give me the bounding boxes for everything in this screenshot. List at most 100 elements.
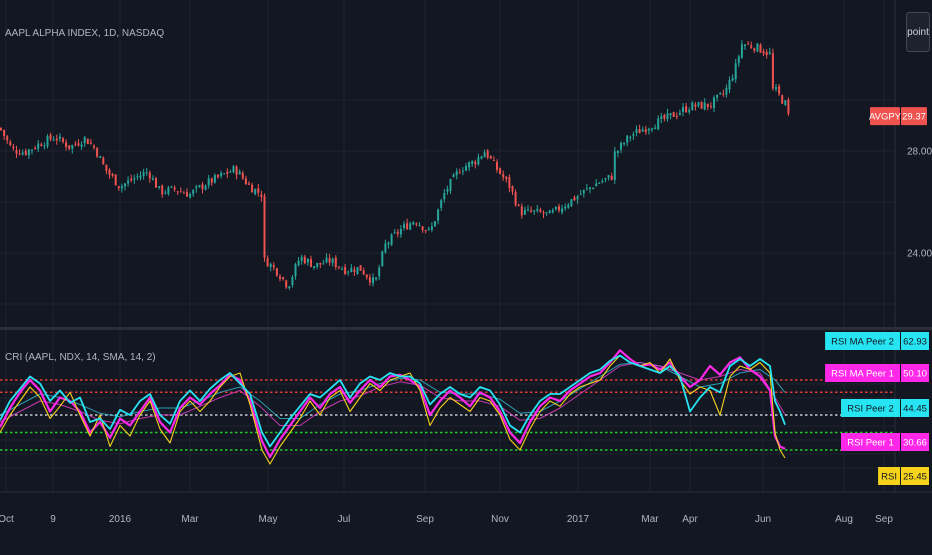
candle-body: [496, 161, 498, 170]
candle-body: [412, 222, 415, 225]
candle-body: [647, 128, 650, 131]
candle-body: [771, 53, 774, 89]
candle-body: [319, 262, 322, 265]
candle-body: [275, 268, 278, 276]
candle-body: [167, 187, 170, 194]
candle-body: [68, 145, 71, 149]
candle-body: [567, 204, 570, 208]
candle-body: [623, 143, 626, 145]
candle-body: [390, 234, 393, 245]
candle-body: [421, 226, 424, 231]
time-tick-label: Nov: [491, 514, 509, 525]
candle-body: [279, 276, 281, 279]
candle-body: [589, 187, 591, 190]
candle-body: [610, 176, 613, 180]
candle-body: [139, 175, 142, 178]
candle-body: [31, 149, 33, 151]
candle-body: [93, 145, 95, 148]
candle-body: [182, 192, 185, 194]
indicator-label-value-bg: [901, 364, 929, 382]
candle-body: [480, 156, 483, 159]
candle-body: [418, 225, 421, 227]
indicator-label-value: 44.45: [903, 404, 927, 415]
candle-body: [65, 142, 68, 148]
candle-body: [207, 178, 210, 186]
candle-body: [753, 48, 756, 51]
time-tick-label: 2017: [567, 514, 590, 525]
candle-body: [533, 210, 536, 212]
candle-body: [607, 175, 610, 178]
candle-body: [387, 242, 390, 245]
candle-body: [6, 136, 9, 141]
candle-body: [759, 44, 762, 53]
candle-body: [703, 102, 706, 110]
candle-body: [579, 194, 582, 196]
candle-body: [663, 114, 666, 119]
candle-body: [632, 134, 635, 136]
point-button[interactable]: point: [906, 12, 930, 52]
candle-body: [310, 259, 312, 267]
candle-body: [403, 224, 405, 228]
candle-body: [353, 269, 356, 273]
candle-body: [523, 209, 526, 215]
candle-body: [477, 157, 480, 165]
candle-body: [697, 102, 700, 106]
candle-body: [133, 178, 136, 180]
candle-body: [455, 171, 458, 176]
candle-body: [747, 43, 750, 45]
candle-body: [316, 262, 319, 267]
price-candles: [0, 40, 790, 290]
candle-body: [55, 138, 58, 141]
candle-body: [210, 178, 213, 183]
candle-body: [158, 186, 161, 188]
candle-body: [248, 183, 250, 185]
candle-body: [43, 145, 46, 147]
indicator-label-name: RSI Peer 1: [847, 438, 893, 449]
candle-body: [223, 173, 226, 175]
price-tick-label: 24.00: [907, 249, 932, 260]
candle-body: [499, 168, 502, 174]
candle-body: [517, 204, 520, 206]
candle-body: [52, 139, 55, 141]
time-tick-label: Aug: [835, 514, 853, 525]
candle-body: [483, 152, 486, 158]
candle-body: [601, 181, 604, 183]
candle-body: [669, 113, 672, 116]
candle-body: [297, 260, 300, 266]
candle-body: [238, 171, 241, 175]
candle-body: [675, 115, 678, 117]
candle-body: [40, 144, 43, 147]
last-value-tag: 29.37: [902, 112, 926, 123]
candle-body: [151, 178, 154, 180]
candle-body: [186, 192, 188, 197]
candle-body: [328, 258, 331, 263]
indicator-label-name: RSI MA Peer 1: [831, 369, 894, 380]
candle-body: [489, 156, 492, 159]
candle-body: [306, 259, 309, 263]
candle-body: [27, 149, 30, 156]
candle-body: [635, 129, 638, 133]
candle-body: [561, 208, 564, 213]
candle-body: [719, 92, 722, 94]
candle-body: [713, 97, 715, 108]
candle-body: [303, 256, 306, 264]
candle-body: [217, 174, 219, 178]
candle-body: [452, 174, 455, 178]
candle-body: [598, 182, 601, 184]
candle-body: [58, 136, 61, 139]
time-tick-label: Oct: [0, 514, 14, 525]
candle-body: [375, 277, 378, 280]
indicator-label-value-bg: [901, 332, 929, 350]
candle-body: [365, 274, 368, 278]
candle-body: [313, 266, 316, 268]
indicator-title: CRI (AAPL, NDX, 14, SMA, 14, 2): [5, 352, 156, 363]
candle-body: [545, 212, 548, 214]
candle-body: [595, 183, 598, 187]
candle-body: [356, 267, 359, 274]
candle-body: [201, 184, 204, 190]
candle-body: [424, 230, 427, 232]
candle-body: [502, 174, 505, 178]
indicator-label-name: RSI MA Peer 2: [831, 337, 894, 348]
candle-body: [570, 199, 573, 207]
candle-body: [542, 212, 545, 214]
